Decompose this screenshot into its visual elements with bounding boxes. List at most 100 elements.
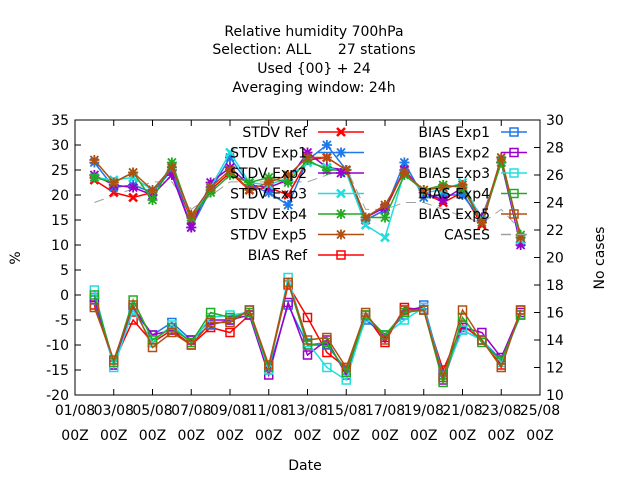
data-point-marker — [336, 168, 346, 178]
y-axis-ticks: 35 30 25 20 15 10 5 0 -5 -10 -15 -20 — [46, 113, 81, 404]
y2-tick-label: 20 — [546, 251, 564, 267]
legend-label: BIAS Exp5 — [418, 207, 490, 223]
data-point-marker — [380, 200, 390, 210]
data-point-marker — [515, 240, 526, 250]
legend-label: STDV Exp1 — [230, 146, 307, 162]
x-tick-label: 09/08 — [210, 403, 250, 419]
data-point-marker — [128, 182, 139, 193]
data-point-marker — [89, 155, 100, 165]
data-point-marker — [283, 277, 293, 288]
data-point-marker — [515, 232, 526, 243]
data-point-marker — [509, 188, 519, 199]
data-point-marker — [321, 140, 332, 150]
series-layer — [89, 140, 526, 388]
chart-title: Relative humidity 700hPa Selection: ALL … — [212, 24, 415, 96]
data-point-marker — [399, 305, 410, 315]
data-point-marker — [89, 285, 100, 295]
y2-tick-label: 28 — [546, 141, 564, 157]
chart-title-line: Used {00} + 24 — [257, 61, 371, 77]
chart-title-line: Averaging window: 24h — [232, 80, 395, 96]
data-point-marker — [225, 165, 235, 175]
legend-label: BIAS Exp2 — [418, 146, 490, 162]
data-point-marker — [438, 182, 449, 193]
legend-label: BIAS Ref — [248, 248, 308, 264]
x-axis-ticks: 01/08 00Z 03/08 00Z 05/08 00Z 07/08 00Z 09/08 00Z… — [55, 120, 560, 444]
x-axis-label: Date — [288, 458, 321, 474]
x-tick-label: 00Z — [216, 428, 243, 444]
y2-axis-label: No cases — [592, 227, 608, 290]
data-point-marker — [128, 192, 139, 203]
data-point-marker — [399, 157, 410, 168]
x-tick-label: 15/08 — [326, 403, 366, 419]
data-point-marker — [341, 165, 352, 175]
y-tick-label: 25 — [51, 163, 69, 179]
data-point-marker — [336, 127, 346, 137]
data-point-marker — [167, 327, 177, 338]
legend-label: STDV Exp3 — [230, 187, 307, 203]
data-point-marker — [205, 317, 216, 328]
y2-tick-label: 14 — [546, 333, 564, 349]
data-point-marker — [360, 307, 371, 318]
x-tick-label: 00Z — [526, 428, 553, 444]
series-stdv-exp5 — [89, 152, 526, 243]
legend-label: BIAS Exp4 — [418, 187, 490, 203]
y2-tick-label: 16 — [546, 306, 564, 322]
y-tick-label: -5 — [55, 313, 69, 329]
legend-label: BIAS Exp1 — [418, 125, 490, 141]
data-point-marker — [457, 305, 468, 315]
legend-label: STDV Ref — [242, 125, 308, 141]
data-point-marker — [89, 290, 100, 300]
data-point-marker — [89, 302, 100, 313]
x-tick-label: 25/08 — [520, 403, 560, 419]
x-tick-label: 21/08 — [442, 403, 482, 419]
y-tick-label: 30 — [51, 138, 69, 154]
y2-tick-label: 26 — [546, 168, 564, 184]
y2-tick-label: 18 — [546, 278, 564, 294]
x-tick-label: 13/08 — [287, 403, 327, 419]
data-point-marker — [322, 362, 332, 373]
x-tick-label: 00Z — [139, 428, 166, 444]
data-point-marker — [264, 360, 274, 370]
y2-tick-label: 12 — [546, 361, 564, 377]
data-point-marker — [186, 340, 196, 350]
data-point-marker — [147, 195, 158, 205]
data-point-marker — [380, 335, 390, 345]
chart-title-line: Relative humidity 700hPa — [224, 24, 403, 40]
x-tick-label: 19/08 — [404, 403, 444, 419]
data-point-marker — [186, 210, 197, 220]
x-tick-label: 00Z — [61, 428, 88, 444]
data-point-marker — [515, 305, 526, 315]
data-point-marker — [509, 168, 519, 178]
y-tick-label: 10 — [51, 238, 69, 254]
legend-label: STDV Exp4 — [230, 207, 307, 223]
data-point-marker — [225, 147, 235, 158]
data-point-marker — [225, 312, 235, 323]
data-point-marker — [457, 190, 468, 200]
data-point-marker — [205, 182, 216, 193]
y-tick-label: -10 — [46, 338, 69, 354]
legend: STDV Ref STDV Exp1 STDV Exp2 STDV Exp3 STDV … — [230, 125, 527, 264]
y-tick-label: 20 — [51, 188, 69, 204]
series-line — [93, 279, 522, 386]
data-point-marker — [302, 312, 313, 323]
y-axis-label: % — [8, 251, 24, 264]
data-point-marker — [419, 305, 429, 315]
data-point-marker — [147, 185, 158, 195]
data-point-marker — [128, 300, 138, 310]
data-point-marker — [283, 177, 294, 188]
y-tick-label: 35 — [51, 113, 69, 129]
x-tick-label: 07/08 — [171, 403, 211, 419]
y-tick-label: 0 — [60, 288, 69, 304]
x-tick-label: 00Z — [449, 428, 476, 444]
data-point-marker — [418, 185, 429, 195]
data-point-marker — [341, 362, 351, 373]
data-point-marker — [89, 172, 100, 183]
data-point-marker — [380, 212, 390, 223]
x-tick-label: 23/08 — [481, 403, 521, 419]
x-tick-label: 00Z — [410, 428, 437, 444]
data-point-marker — [336, 229, 346, 240]
data-point-marker — [244, 177, 255, 188]
data-point-marker — [509, 127, 519, 137]
data-point-marker — [496, 152, 507, 163]
data-point-marker — [321, 152, 332, 163]
